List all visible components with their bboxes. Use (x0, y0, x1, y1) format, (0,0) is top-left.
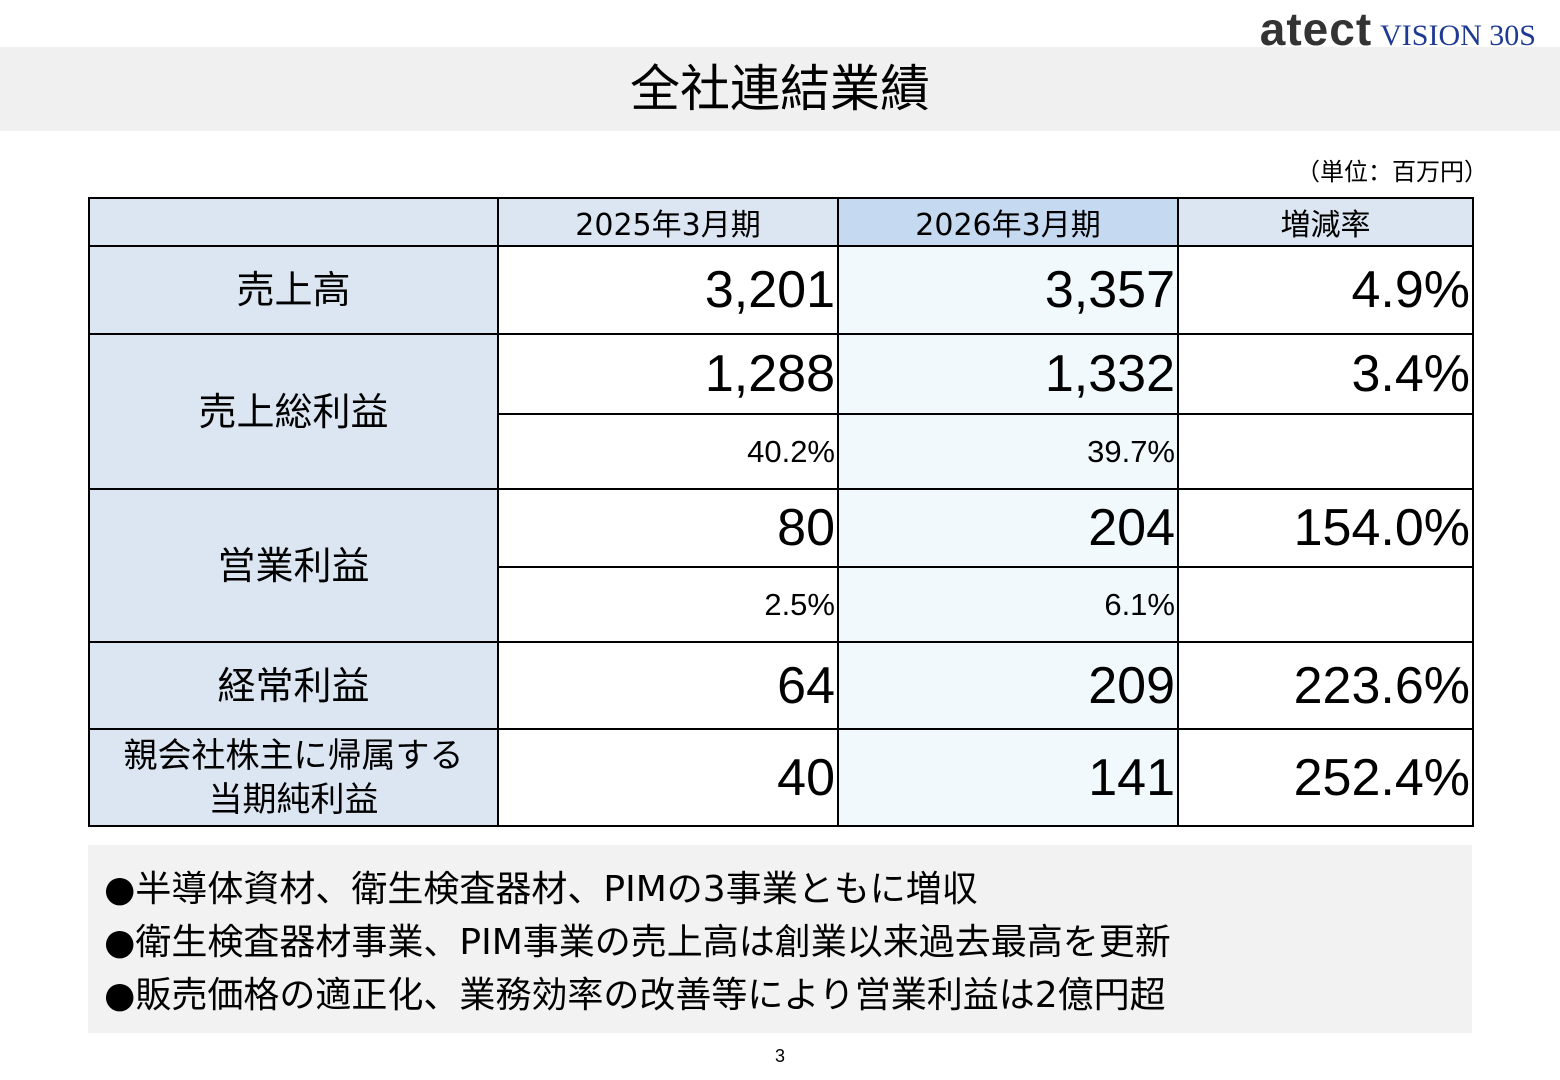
logo-sub: VISION 30S (1380, 19, 1536, 52)
note: ●半導体資材、衛生検査器材、PIMの3事業ともに増収 (104, 869, 978, 910)
row-label: 経常利益 (88, 641, 499, 730)
cell: 64 (497, 641, 839, 730)
ratio-cell: 40.2% (497, 413, 839, 490)
logo-brand: atect (1259, 3, 1373, 55)
corner (88, 197, 499, 247)
label-line: 当期純利益 (208, 779, 379, 820)
logo: atect VISION 30S (1260, 2, 1536, 56)
cell: 252.4% (1177, 728, 1474, 827)
cell: 3,357 (837, 245, 1179, 335)
empty-cell (1177, 566, 1474, 643)
row: 売上総利益 1,288 1,332 3.4% (88, 333, 1474, 490)
ratio-row: 2.5% 6.1% (89, 566, 1474, 643)
column-header: 2026年3月期 (837, 197, 1179, 247)
row-label: 営業利益 (88, 488, 499, 643)
cell: 3.4% (1177, 333, 1474, 415)
row: 親会社株主に帰属する 当期純利益 40 141 252.4% (88, 728, 1474, 827)
unit: （単位：百万円） (1296, 158, 1488, 186)
cell: 154.0% (1177, 488, 1474, 568)
cell: 1,332 (837, 333, 1179, 415)
cell: 209 (837, 641, 1179, 730)
ratio-row: 40.2% 39.7% (89, 413, 1474, 490)
results-table: 2025年3月期 2026年3月期 増減率 売上高 3,201 3,357 4.… (88, 197, 1474, 827)
label-line: 親会社株主に帰属する (123, 735, 464, 776)
note: ●販売価格の適正化、業務効率の改善等により営業利益は2億円超 (104, 975, 1166, 1016)
row: 売上高 3,201 3,357 4.9% (88, 245, 1474, 335)
ratio-cell: 2.5% (497, 566, 839, 643)
cell: 141 (837, 728, 1179, 827)
ratio-cell: 39.7% (837, 413, 1179, 490)
empty-cell (1177, 413, 1474, 490)
title: 全社連結業績 (0, 47, 1560, 131)
cell: 4.9% (1177, 245, 1474, 335)
cell: 80 (497, 488, 839, 568)
cell: 3,201 (497, 245, 839, 335)
column-header: 2025年3月期 (497, 197, 839, 247)
ratio-cell: 6.1% (837, 566, 1179, 643)
note: ●衛生検査器材事業、PIM事業の売上高は創業以来過去最高を更新 (104, 922, 1171, 963)
header-row: 2025年3月期 2026年3月期 増減率 (88, 197, 1474, 247)
notes-box: ●半導体資材、衛生検査器材、PIMの3事業ともに増収 ●衛生検査器材事業、PIM… (88, 845, 1472, 1033)
row-label: 売上総利益 (88, 333, 499, 490)
cell: 223.6% (1177, 641, 1474, 730)
row-label: 親会社株主に帰属する 当期純利益 (88, 728, 499, 827)
row-label: 売上高 (88, 245, 499, 335)
cell: 1,288 (497, 333, 839, 415)
page-number: 3 (774, 1046, 785, 1066)
cell: 204 (837, 488, 1179, 568)
row: 経常利益 64 209 223.6% (88, 641, 1474, 730)
cell: 40 (497, 728, 839, 827)
row: 営業利益 80 204 154.0% (88, 488, 1474, 643)
column-header: 増減率 (1177, 197, 1474, 247)
